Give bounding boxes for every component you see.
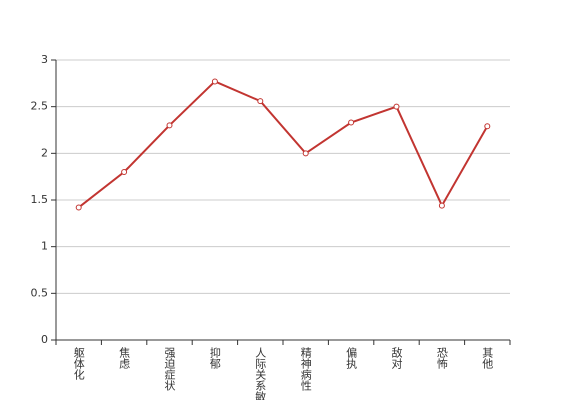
x-tick-label: 恐怖	[435, 347, 448, 369]
y-tick-label: 2	[41, 146, 48, 159]
y-tick-label: 2.5	[31, 100, 49, 113]
y-tick-label: 0	[41, 333, 48, 346]
point	[121, 169, 128, 175]
y-tick-label: 1	[41, 240, 48, 253]
x-tick-label: 人际关系敏感	[254, 347, 267, 400]
y-tick-label: 1.5	[31, 193, 49, 206]
point	[75, 204, 82, 211]
y-tick-label: 0.5	[31, 286, 49, 299]
point	[211, 78, 218, 85]
y-tick-label: 3	[41, 53, 48, 66]
point	[166, 122, 173, 129]
x-tick-label: 其他	[481, 347, 494, 369]
point	[393, 103, 400, 110]
x-tick-label: 偏执	[345, 346, 358, 370]
point	[438, 202, 445, 209]
x-tick-label: 抑郁	[208, 346, 221, 369]
x-tick-label: 强迫症状	[163, 347, 176, 391]
point	[348, 119, 355, 126]
point	[257, 98, 264, 105]
x-tick-label: 敌对	[390, 346, 403, 369]
x-tick-label: 焦虑	[118, 347, 131, 369]
point	[302, 150, 309, 157]
series-line	[78, 80, 489, 209]
x-tick-label: 躯体化	[72, 347, 85, 381]
point	[484, 123, 491, 130]
x-tick-label: 精神病性	[299, 347, 312, 392]
